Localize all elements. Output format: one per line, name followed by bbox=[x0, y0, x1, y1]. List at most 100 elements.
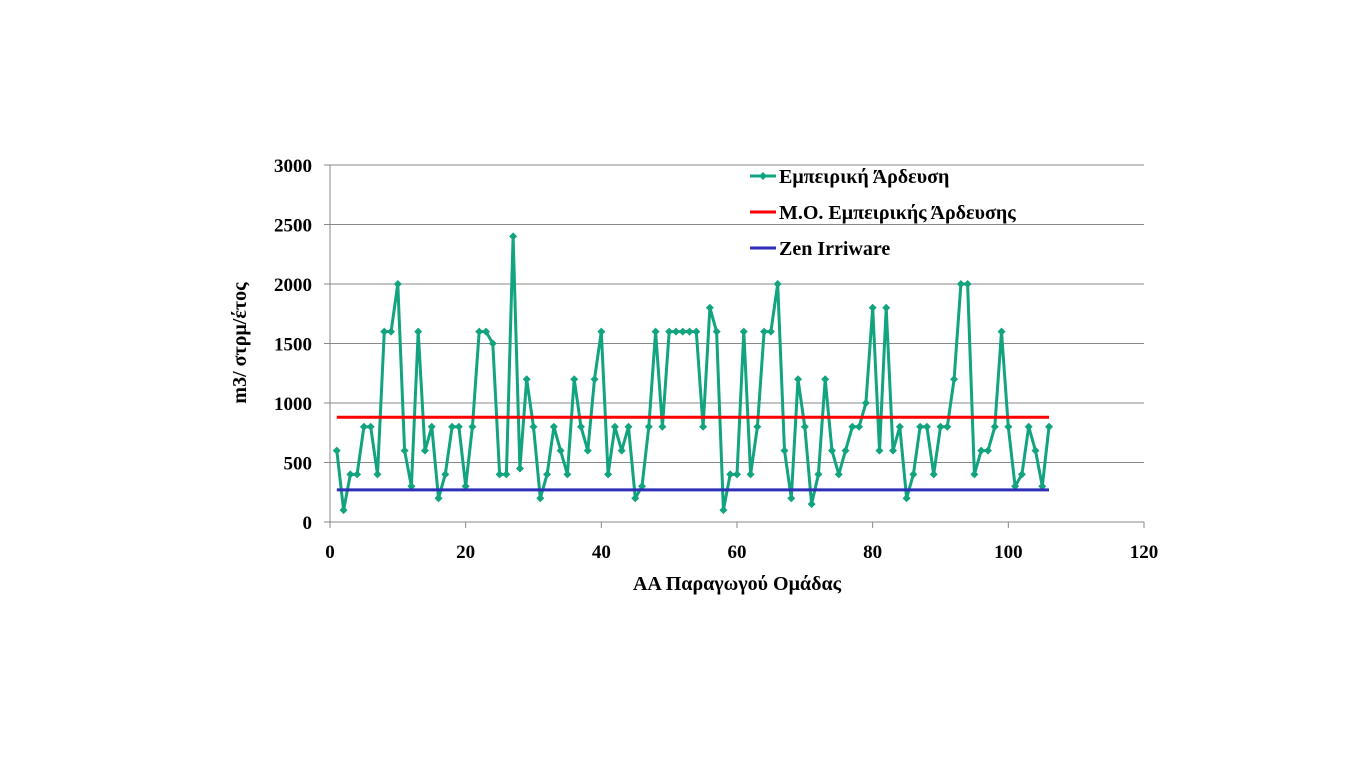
data-point bbox=[509, 232, 518, 241]
data-point bbox=[950, 375, 959, 384]
y-tick-label: 0 bbox=[303, 513, 313, 534]
data-point bbox=[739, 327, 748, 336]
series-0 bbox=[332, 232, 1054, 515]
data-point bbox=[936, 422, 945, 431]
data-point bbox=[997, 327, 1006, 336]
legend: Εμπειρική Άρδευση Μ.Ο. Εμπειρικής Άρδευση… bbox=[750, 166, 1016, 260]
data-point bbox=[604, 470, 613, 479]
data-point bbox=[821, 375, 830, 384]
x-tick-label: 120 bbox=[1130, 542, 1159, 563]
x-tick-label: 100 bbox=[994, 542, 1023, 563]
data-point bbox=[414, 327, 423, 336]
data-point bbox=[848, 422, 857, 431]
y-tick-labels: 0 500 1000 1500 2000 2500 3000 bbox=[274, 156, 312, 534]
data-point bbox=[353, 470, 362, 479]
data-point bbox=[339, 506, 348, 515]
legend-label: Εμπειρική Άρδευση bbox=[779, 166, 949, 188]
x-tick-labels: 0 20 40 60 80 100 120 bbox=[325, 542, 1158, 563]
data-point bbox=[563, 470, 572, 479]
data-point bbox=[685, 327, 694, 336]
data-point bbox=[766, 327, 775, 336]
data-point bbox=[407, 482, 416, 491]
x-tick-label: 40 bbox=[592, 542, 611, 563]
data-point bbox=[495, 470, 504, 479]
data-point bbox=[787, 494, 796, 503]
data-point bbox=[576, 422, 585, 431]
data-point bbox=[868, 303, 877, 312]
data-point bbox=[1011, 482, 1020, 491]
data-point bbox=[427, 422, 436, 431]
y-tick-label: 3000 bbox=[274, 156, 312, 177]
data-point bbox=[970, 470, 979, 479]
data-point bbox=[522, 375, 531, 384]
data-point bbox=[943, 422, 952, 431]
y-tick-label: 2000 bbox=[274, 275, 312, 296]
data-point bbox=[359, 422, 368, 431]
data-point bbox=[678, 327, 687, 336]
data-point bbox=[380, 327, 389, 336]
data-point bbox=[475, 327, 484, 336]
series-line bbox=[335, 234, 1051, 512]
data-point bbox=[665, 327, 674, 336]
y-tick-label: 1500 bbox=[274, 335, 312, 356]
data-point bbox=[753, 422, 762, 431]
data-point bbox=[332, 446, 341, 455]
data-point bbox=[807, 500, 816, 509]
data-point bbox=[834, 470, 843, 479]
data-point bbox=[515, 464, 524, 473]
data-point bbox=[726, 470, 735, 479]
x-tick-label: 0 bbox=[325, 542, 335, 563]
data-point bbox=[990, 422, 999, 431]
data-point bbox=[454, 422, 463, 431]
data-point bbox=[346, 470, 355, 479]
data-point bbox=[1024, 422, 1033, 431]
data-point bbox=[536, 494, 545, 503]
data-point bbox=[800, 422, 809, 431]
x-tick-label: 60 bbox=[728, 542, 747, 563]
data-point bbox=[651, 327, 660, 336]
x-tick-label: 80 bbox=[863, 542, 882, 563]
data-point bbox=[760, 327, 769, 336]
data-point bbox=[420, 446, 429, 455]
data-point bbox=[692, 327, 701, 336]
data-point bbox=[441, 470, 450, 479]
data-point bbox=[922, 422, 931, 431]
data-point bbox=[1031, 446, 1040, 455]
data-point bbox=[434, 494, 443, 503]
data-point bbox=[549, 422, 558, 431]
data-point bbox=[956, 280, 965, 288]
data-point bbox=[889, 446, 898, 455]
legend-marker bbox=[759, 172, 767, 180]
data-point bbox=[1004, 422, 1013, 431]
data-point bbox=[773, 280, 782, 288]
data-point bbox=[658, 422, 667, 431]
x-tick-label: 20 bbox=[456, 542, 475, 563]
data-point bbox=[983, 446, 992, 455]
data-point bbox=[712, 327, 721, 336]
data-point bbox=[746, 470, 755, 479]
data-point bbox=[373, 470, 382, 479]
data-point bbox=[814, 470, 823, 479]
y-tick-label: 1000 bbox=[274, 394, 312, 415]
data-point bbox=[929, 470, 938, 479]
data-point bbox=[624, 422, 633, 431]
data-point bbox=[488, 339, 497, 348]
data-point bbox=[1045, 422, 1054, 431]
y-tick-label: 500 bbox=[284, 454, 313, 475]
data-point bbox=[699, 422, 708, 431]
data-point bbox=[583, 446, 592, 455]
data-point bbox=[468, 422, 477, 431]
data-point bbox=[1038, 482, 1047, 491]
data-point bbox=[597, 327, 606, 336]
data-point bbox=[861, 399, 870, 407]
data-point bbox=[841, 446, 850, 455]
series-group bbox=[332, 232, 1054, 515]
y-tick-label: 2500 bbox=[274, 216, 312, 237]
axes bbox=[324, 164, 1145, 528]
data-point bbox=[590, 375, 599, 384]
data-point bbox=[631, 494, 640, 503]
data-point bbox=[780, 446, 789, 455]
data-point bbox=[570, 375, 579, 384]
data-point bbox=[529, 422, 538, 431]
